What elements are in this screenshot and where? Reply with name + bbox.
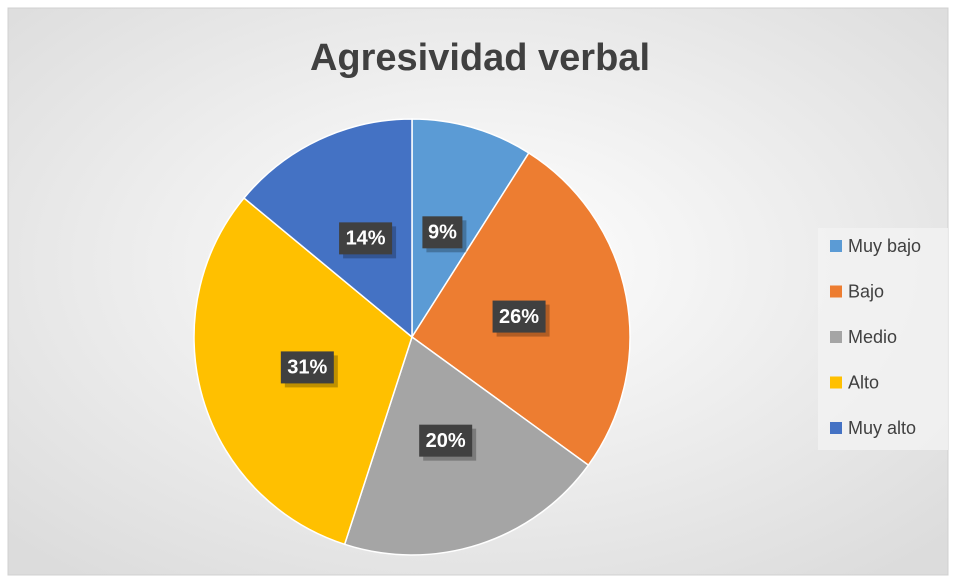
data-label: 20% <box>426 430 466 452</box>
legend-label: Muy alto <box>848 418 916 438</box>
data-label: 9% <box>428 222 457 244</box>
legend-label: Muy bajo <box>848 236 921 256</box>
pie-slice <box>242 118 413 339</box>
legend-label: Bajo <box>848 281 884 301</box>
data-label-box <box>339 222 393 255</box>
data-label: 26% <box>499 306 539 328</box>
data-label-box <box>492 300 546 333</box>
data-label-box <box>422 216 463 249</box>
legend-label: Medio <box>848 327 897 347</box>
data-label-box <box>280 351 334 384</box>
data-label-box <box>419 424 473 457</box>
legend-swatch <box>830 422 842 434</box>
chart-title: Agresividad verbal <box>310 37 650 79</box>
legend-swatch <box>830 376 842 389</box>
legend-label: Alto <box>848 372 879 392</box>
legend-swatch <box>830 285 842 298</box>
pie-slice <box>411 118 530 340</box>
data-label: 14% <box>346 228 386 250</box>
legend-swatch <box>830 331 842 343</box>
legend-swatch <box>830 240 842 252</box>
data-label: 31% <box>287 357 327 379</box>
